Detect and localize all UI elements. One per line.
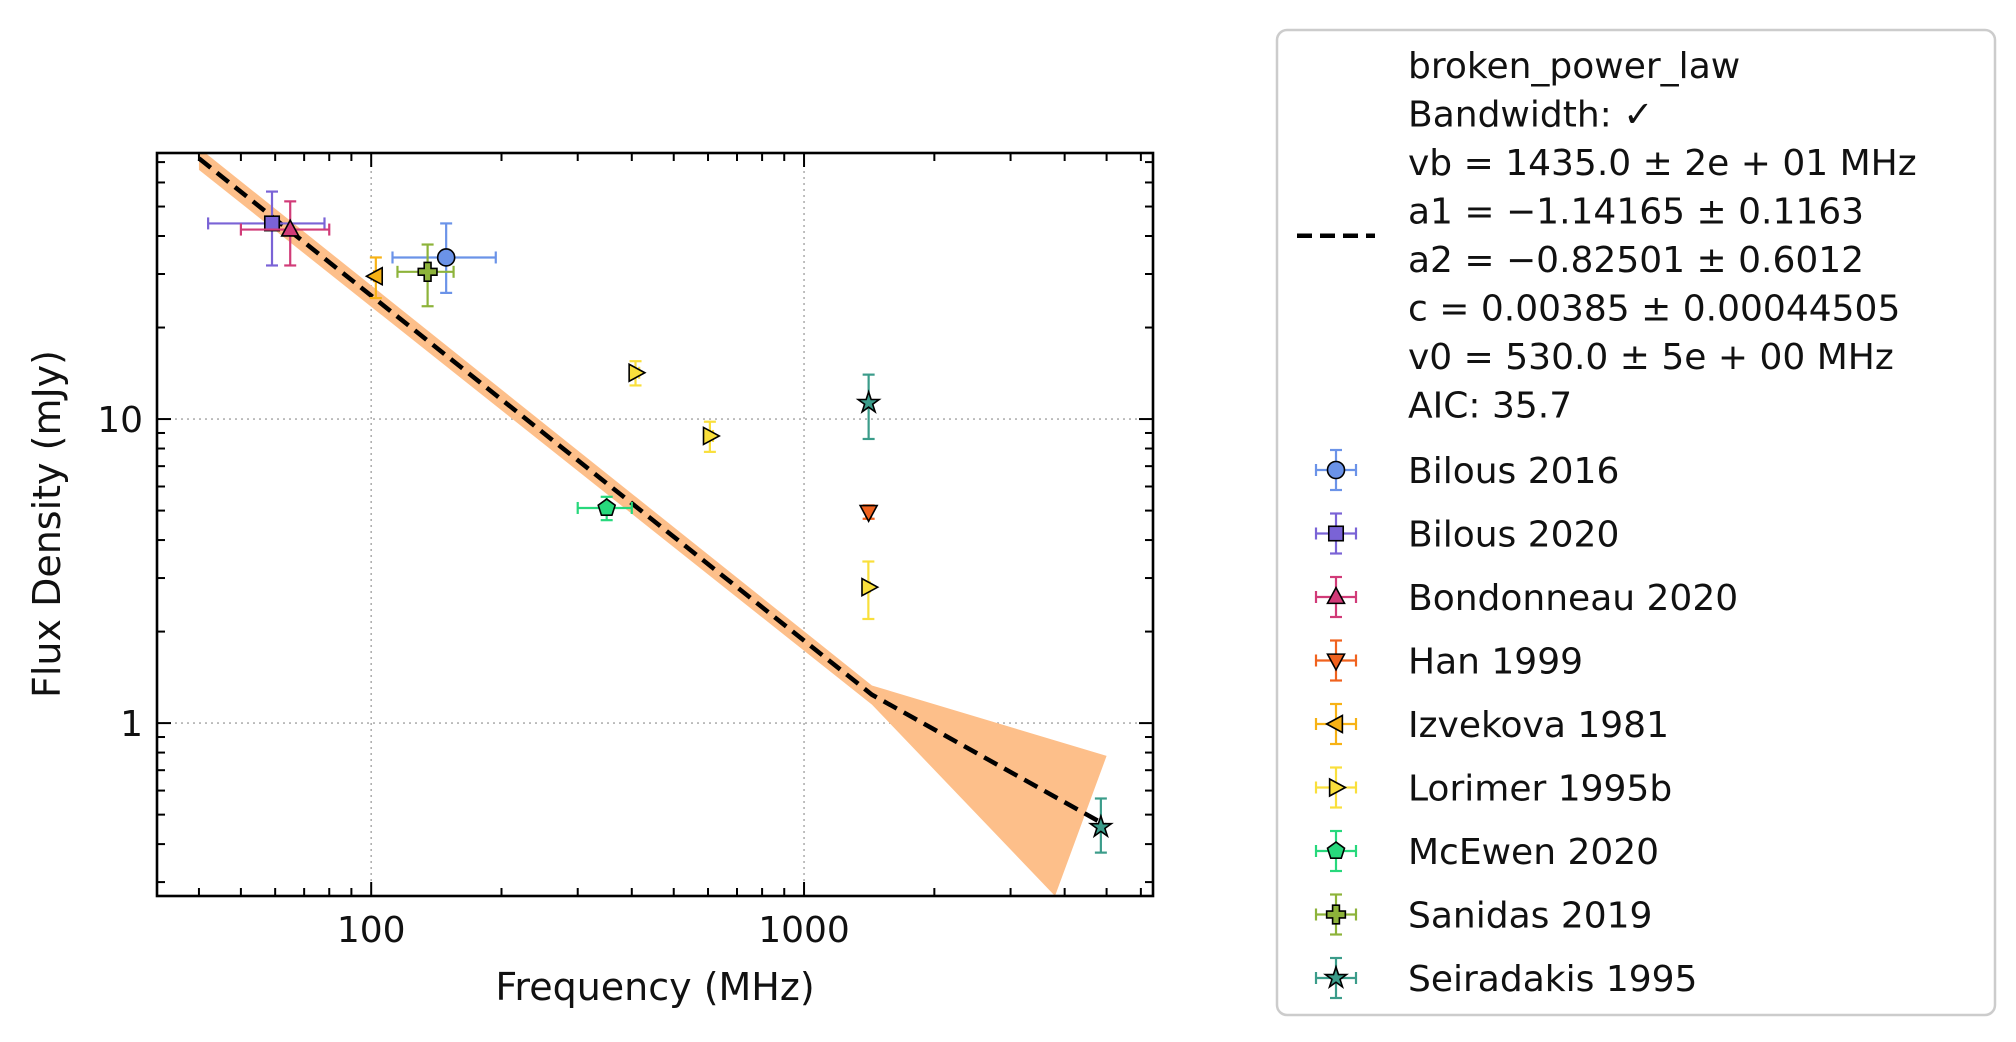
legend-label: Lorimer 1995b [1408, 769, 1672, 810]
legend-marker [1323, 964, 1349, 990]
data-point [702, 420, 721, 453]
data-point [576, 495, 633, 522]
y-tick-label: 10 [97, 400, 143, 441]
legend-label: Bilous 2020 [1408, 515, 1619, 556]
legend-marker [1326, 653, 1346, 672]
data-point [861, 560, 880, 621]
fit-curve [197, 156, 1108, 828]
grid [157, 153, 1153, 896]
series-bondonneau-2020 [239, 200, 331, 267]
legend-item: Lorimer 1995b [1314, 766, 1672, 810]
legend-label: Izvekova 1981 [1408, 705, 1669, 746]
legend-fit-line: broken_power_law [1408, 46, 1740, 87]
legend-marker [1327, 525, 1345, 542]
plot-frame [155, 151, 1155, 898]
data-point [855, 373, 882, 441]
legend-fit-line: Bandwidth: ✓ [1408, 95, 1653, 136]
legend-item: Sanidas 2019 [1314, 893, 1652, 937]
point-marker [597, 498, 617, 516]
legend-marker [1326, 841, 1346, 860]
series-han-1999 [858, 504, 879, 523]
point-marker [436, 248, 456, 267]
series-bilous-2016 [391, 222, 497, 294]
data-point [628, 360, 647, 387]
point-marker [855, 389, 882, 414]
legend-label: McEwen 2020 [1408, 832, 1659, 873]
y-tick-label: 1 [120, 704, 143, 745]
data-point [858, 504, 879, 523]
legend-item: Han 1999 [1314, 639, 1583, 683]
series-lorimer-1995b [628, 360, 880, 621]
series-mcewen-2020 [576, 495, 633, 522]
point-marker [417, 261, 438, 282]
legend-label: Bondonneau 2020 [1408, 578, 1738, 619]
legend-marker [1324, 714, 1344, 734]
legend-fit-line: a1 = −1.14165 ± 0.1163 [1408, 192, 1864, 233]
legend-marker [1326, 585, 1346, 605]
legend-label: Han 1999 [1408, 642, 1583, 683]
legend-label: Sanidas 2019 [1408, 896, 1652, 937]
legend-fit-line: AIC: 35.7 [1408, 386, 1572, 427]
series-sanidas-2019 [396, 243, 455, 308]
data-point [207, 190, 326, 267]
point-marker [861, 577, 880, 597]
data-point [239, 200, 331, 267]
data-point [364, 256, 384, 300]
data-point [391, 222, 497, 294]
legend-label: Seiradakis 1995 [1408, 959, 1697, 1000]
legend-item: Bilous 2020 [1314, 512, 1619, 556]
legend-marker [1326, 460, 1346, 480]
point-marker [364, 266, 384, 287]
point-marker [702, 426, 721, 446]
point-marker [280, 218, 301, 237]
point-marker [628, 362, 647, 383]
legend-frame [1275, 28, 1997, 1017]
series-seiradakis-1995 [855, 373, 1114, 854]
y-axis-label: Flux Density (mJy) [25, 350, 69, 698]
legend-item: Bondonneau 2020 [1314, 575, 1738, 619]
legend-item: McEwen 2020 [1314, 829, 1659, 873]
legend-label: Bilous 2016 [1408, 451, 1619, 492]
series-izvekova-1981 [364, 256, 384, 300]
point-marker [1087, 813, 1114, 839]
fit-curve-group [197, 156, 1108, 828]
x-tick-label: 100 [337, 910, 406, 951]
legend-item: Seiradakis 1995 [1314, 956, 1697, 1000]
legend-item: Izvekova 1981 [1314, 702, 1669, 746]
legend-fit-line: a2 = −0.82501 ± 0.6012 [1408, 240, 1864, 281]
legend-fit-line: v0 = 530.0 ± 5e + 00 MHz [1408, 337, 1894, 378]
x-tick-label: 1000 [758, 910, 850, 951]
legend-fit-line: vb = 1435.0 ± 2e + 01 MHz [1408, 143, 1917, 184]
point-marker [858, 504, 879, 523]
legend-marker [1328, 777, 1348, 798]
data-points [207, 190, 1114, 854]
legend-item-fit: broken_power_law Bandwidth: ✓ vb = 1435.0 … [1297, 46, 1917, 427]
legend-marker [1325, 904, 1347, 925]
data-point [1087, 797, 1114, 854]
data-point [396, 243, 455, 308]
axis-ticks: 100 1000 1 10 [97, 153, 1153, 951]
x-axis-label: Frequency (MHz) [495, 965, 814, 1009]
legend: broken_power_law Bandwidth: ✓ vb = 1435.0 … [1275, 28, 1997, 1017]
legend-fit-line: c = 0.00385 ± 0.00044505 [1408, 289, 1900, 330]
series-bilous-2020 [207, 190, 326, 267]
legend-item: Bilous 2016 [1314, 448, 1619, 492]
